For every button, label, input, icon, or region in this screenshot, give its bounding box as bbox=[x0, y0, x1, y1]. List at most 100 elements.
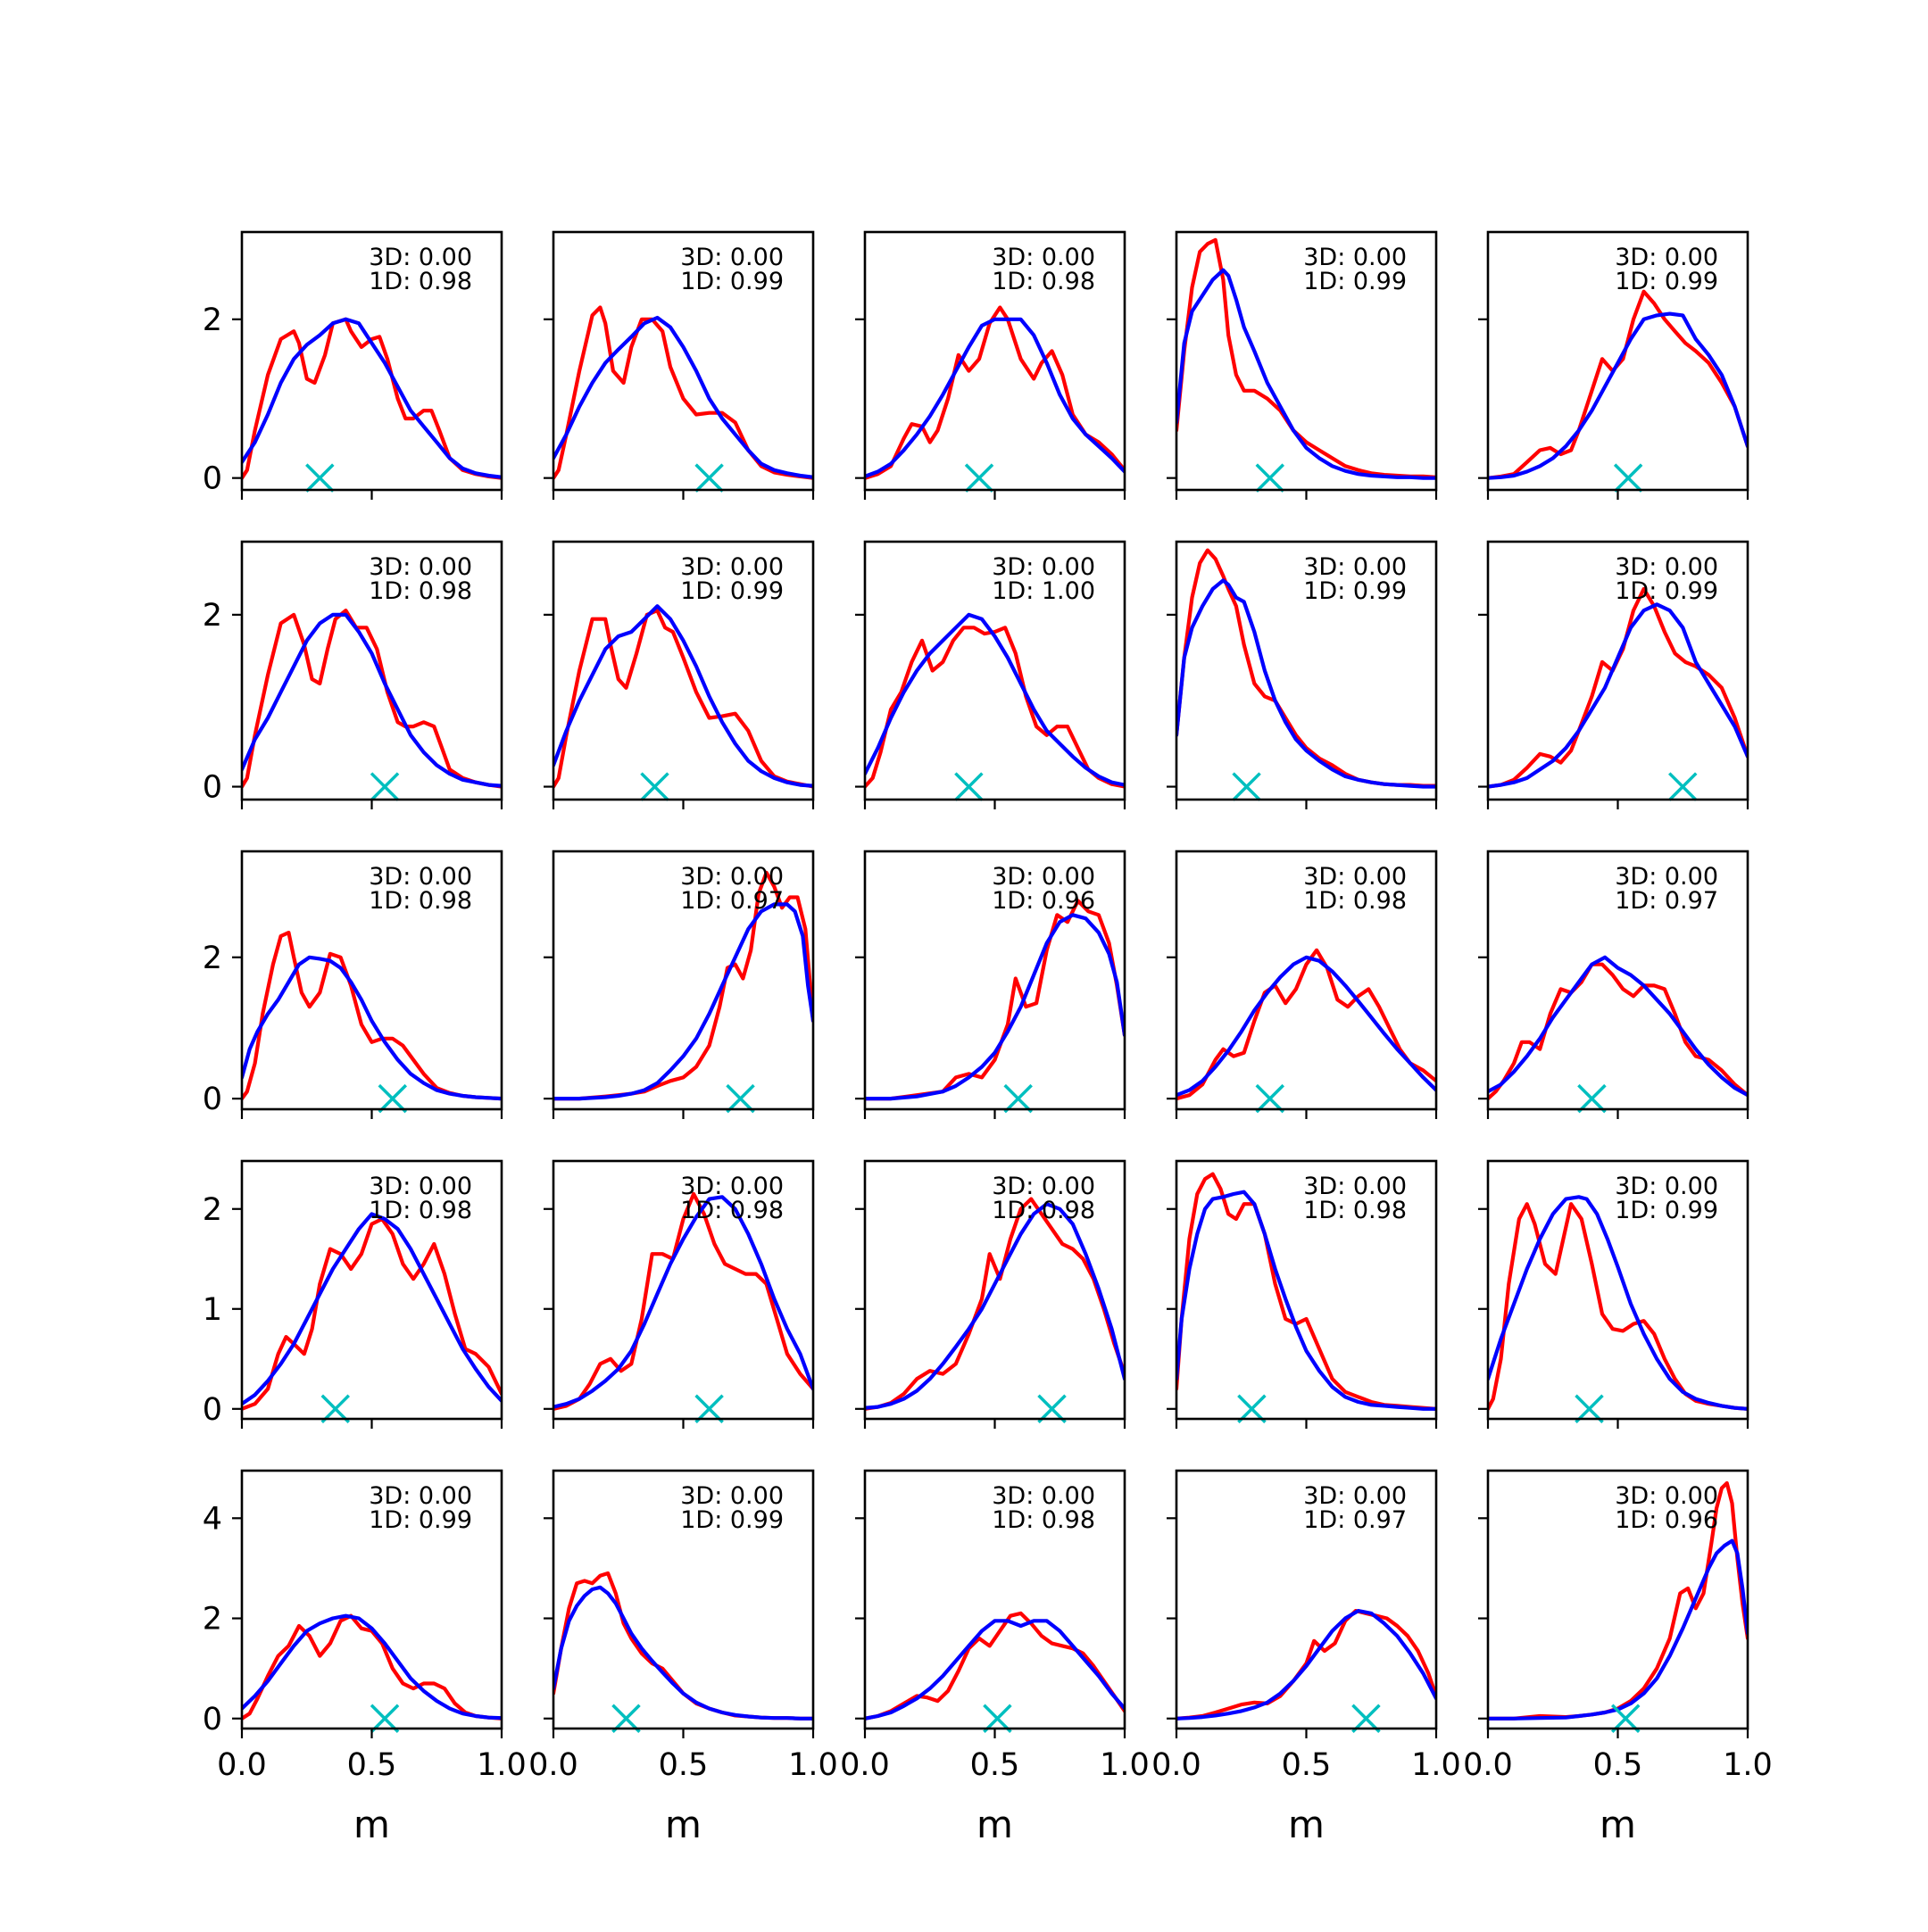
annotation-3d: 3D: 0.00 bbox=[1615, 1482, 1718, 1510]
x-tick-label: 0.5 bbox=[659, 1747, 709, 1783]
annotation-3d: 3D: 0.00 bbox=[992, 244, 1095, 271]
series-line-blue bbox=[865, 317, 1125, 478]
series-line-blue bbox=[1488, 955, 1748, 1098]
annotation-1d: 1D: 0.98 bbox=[369, 1197, 472, 1224]
series-line-red bbox=[553, 609, 813, 789]
marker-x-point bbox=[370, 772, 400, 801]
series-line-blue bbox=[242, 1613, 502, 1721]
series-line-blue bbox=[865, 1202, 1125, 1410]
y-tick-label: 4 bbox=[203, 1501, 222, 1537]
series-line-blue bbox=[1176, 578, 1436, 789]
series-line-blue bbox=[242, 317, 502, 479]
series-line-blue bbox=[865, 612, 1125, 787]
series-line-red bbox=[1488, 1202, 1748, 1411]
marker-x-point bbox=[1255, 1083, 1284, 1114]
series-line-blue bbox=[242, 612, 502, 788]
series-line-blue bbox=[865, 1619, 1125, 1721]
annotation-1d: 1D: 0.97 bbox=[680, 887, 784, 915]
annotation-1d: 1D: 0.97 bbox=[1303, 1506, 1407, 1534]
annotation-3d: 3D: 0.00 bbox=[369, 244, 472, 271]
marker-x-point bbox=[1577, 1083, 1607, 1114]
series-line-blue bbox=[1488, 602, 1748, 789]
y-tick-label: 1 bbox=[203, 1292, 222, 1328]
x-axis-label: m bbox=[1600, 1803, 1636, 1846]
annotation-3d: 3D: 0.00 bbox=[369, 553, 472, 581]
series-line-blue bbox=[1176, 1190, 1436, 1411]
annotation-3d: 3D: 0.00 bbox=[992, 1173, 1095, 1200]
annotation-3d: 3D: 0.00 bbox=[992, 1482, 1095, 1510]
x-tick-label: 1.0 bbox=[1100, 1747, 1150, 1783]
series-line-blue bbox=[553, 902, 813, 1101]
series-line-red bbox=[865, 1611, 1125, 1721]
y-tick-label: 2 bbox=[203, 1192, 222, 1228]
annotation-1d: 1D: 0.98 bbox=[369, 887, 472, 915]
series-line-blue bbox=[1488, 1538, 1748, 1721]
series-line-blue bbox=[553, 1195, 813, 1409]
annotation-3d: 3D: 0.00 bbox=[680, 863, 784, 891]
marker-x-point bbox=[305, 463, 335, 493]
annotation-1d: 1D: 0.99 bbox=[1615, 577, 1718, 605]
marker-x-point bbox=[1613, 463, 1643, 493]
x-tick-label: 0.0 bbox=[1463, 1747, 1513, 1783]
series-line-red bbox=[865, 899, 1125, 1101]
annotation-1d: 1D: 0.99 bbox=[680, 1506, 784, 1534]
series-line-blue bbox=[242, 955, 502, 1101]
marker-x-point bbox=[1003, 1083, 1033, 1114]
marker-x-point bbox=[964, 463, 994, 493]
annotation-1d: 1D: 0.98 bbox=[1303, 887, 1407, 915]
annotation-3d: 3D: 0.00 bbox=[1615, 863, 1718, 891]
annotation-3d: 3D: 0.00 bbox=[1303, 1173, 1407, 1200]
x-tick-label: 1.0 bbox=[1411, 1747, 1461, 1783]
series-line-blue bbox=[553, 315, 813, 479]
annotation-3d: 3D: 0.00 bbox=[992, 863, 1095, 891]
x-tick-label: 0.5 bbox=[1593, 1747, 1643, 1783]
series-line-blue bbox=[553, 604, 813, 788]
y-tick-label: 2 bbox=[203, 941, 222, 976]
annotation-1d: 1D: 0.99 bbox=[369, 1506, 472, 1534]
marker-x-point bbox=[694, 463, 724, 493]
marker-x-point bbox=[1255, 463, 1284, 493]
annotation-3d: 3D: 0.00 bbox=[680, 244, 784, 271]
marker-x-point bbox=[1232, 772, 1261, 801]
annotation-3d: 3D: 0.00 bbox=[1615, 1173, 1718, 1200]
x-tick-label: 1.0 bbox=[477, 1747, 527, 1783]
annotation-1d: 1D: 0.98 bbox=[369, 268, 472, 295]
annotation-3d: 3D: 0.00 bbox=[1303, 244, 1407, 271]
annotation-1d: 1D: 0.99 bbox=[1303, 268, 1407, 295]
x-tick-label: 1.0 bbox=[1723, 1747, 1773, 1783]
series-line-red bbox=[242, 931, 502, 1101]
x-tick-label: 0.0 bbox=[1151, 1747, 1201, 1783]
annotation-1d: 1D: 0.99 bbox=[680, 268, 784, 295]
series-line-blue bbox=[1488, 1195, 1748, 1411]
marker-x-point bbox=[726, 1083, 755, 1114]
series-line-red bbox=[865, 626, 1125, 789]
series-line-red bbox=[242, 317, 502, 480]
series-line-red bbox=[1488, 962, 1748, 1101]
annotation-1d: 1D: 0.98 bbox=[992, 1506, 1095, 1534]
annotation-3d: 3D: 0.00 bbox=[1615, 244, 1718, 271]
annotation-1d: 1D: 0.98 bbox=[992, 1197, 1095, 1224]
annotation-1d: 1D: 0.99 bbox=[1615, 268, 1718, 295]
series-line-blue bbox=[553, 1585, 813, 1721]
series-line-red bbox=[553, 1191, 813, 1411]
annotation-1d: 1D: 0.99 bbox=[1303, 577, 1407, 605]
series-line-red bbox=[1488, 289, 1748, 480]
marker-x-point bbox=[954, 772, 984, 801]
